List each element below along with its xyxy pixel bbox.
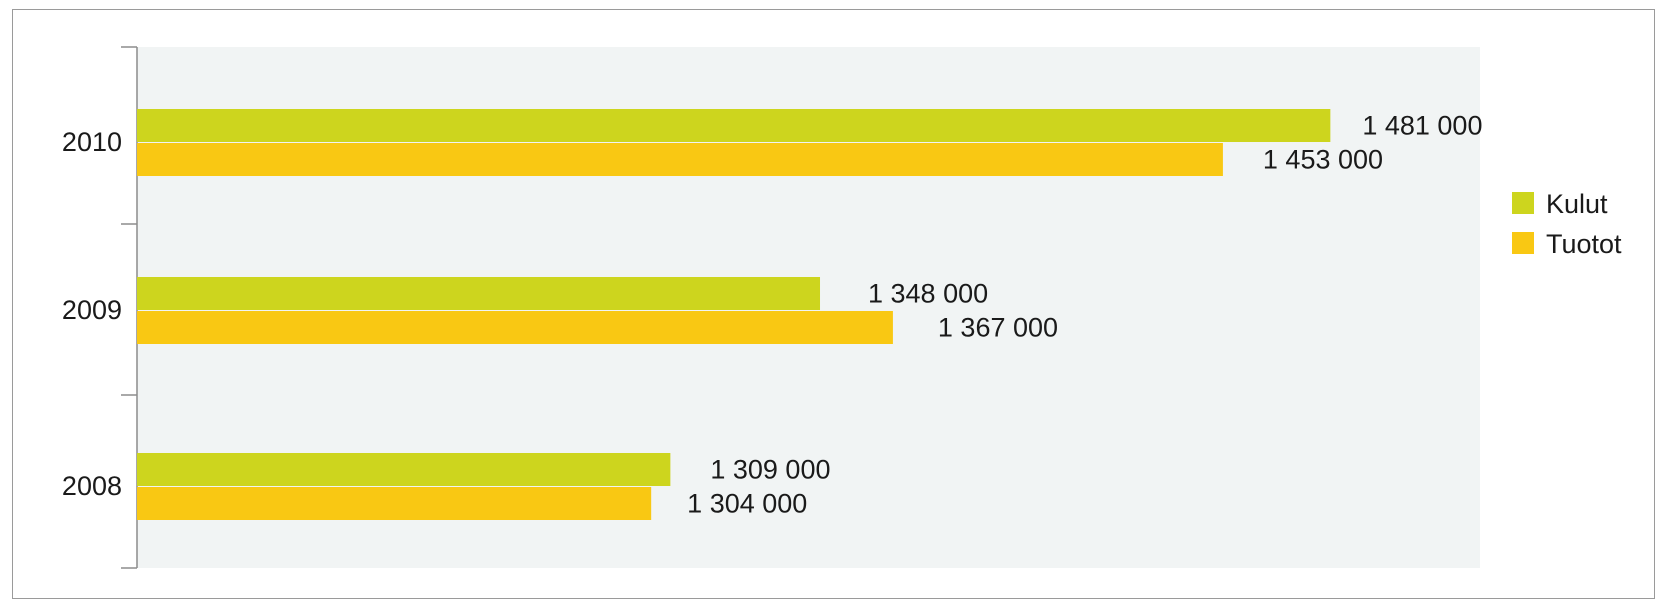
category-label-2009: 2009: [62, 295, 122, 325]
bar-tuotot-2010: [137, 143, 1223, 176]
bar-tuotot-2008: [137, 487, 652, 520]
legend-swatch-kulut: [1512, 192, 1534, 214]
legend: Kulut Tuotot: [1512, 189, 1622, 259]
data-label-tuotot-2008: 1 304 000: [687, 489, 807, 519]
bar-tuotot-2009: [137, 311, 893, 344]
data-label-kulut-2008: 1 309 000: [710, 455, 830, 485]
data-label-kulut-2009: 1 348 000: [868, 279, 988, 309]
legend-swatch-tuotot: [1512, 232, 1534, 254]
bar-kulut-2008: [137, 453, 671, 486]
category-label-2010: 2010: [62, 127, 122, 157]
data-label-tuotot-2010: 1 453 000: [1263, 145, 1383, 175]
category-label-2008: 2008: [62, 471, 122, 501]
bar-kulut-2009: [137, 277, 821, 310]
data-label-tuotot-2009: 1 367 000: [938, 313, 1058, 343]
legend-label-tuotot: Tuotot: [1546, 229, 1622, 259]
labels: 2010 2009 2008 1 481 000 1 348 000 1 309 000 1…: [62, 111, 1483, 519]
bars: [137, 109, 1331, 520]
data-label-kulut-2010: 1 481 000: [1362, 111, 1482, 141]
y-axis: [121, 46, 138, 569]
legend-label-kulut: Kulut: [1546, 189, 1608, 219]
bar-kulut-2010: [137, 109, 1331, 142]
